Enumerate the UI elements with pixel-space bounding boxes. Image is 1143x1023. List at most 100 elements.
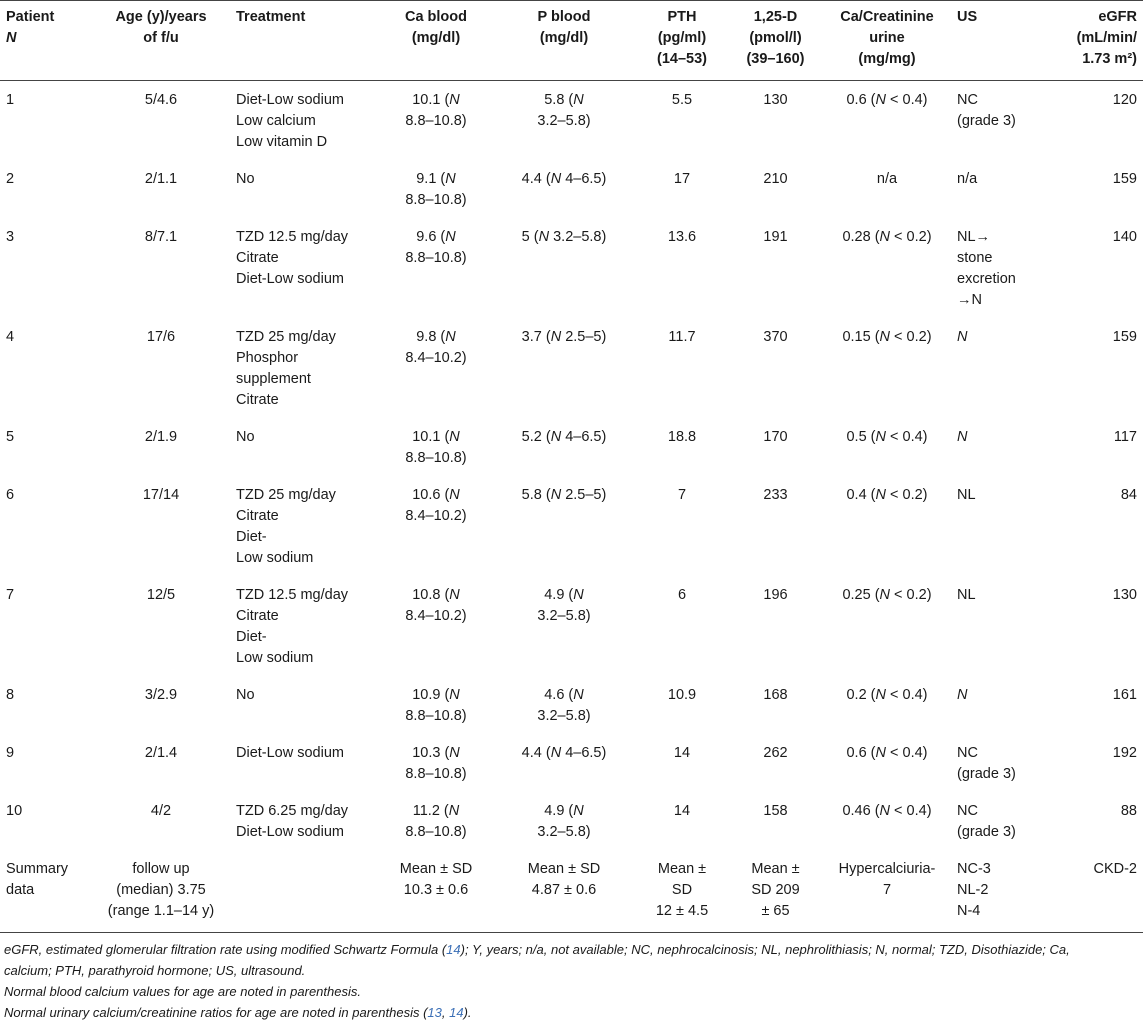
egfr-cell: 192 <box>1039 734 1143 792</box>
ultrasound-cell: N <box>951 418 1039 476</box>
column-header: Ca/Creatinine urine (mg/mg) <box>823 0 951 81</box>
patient-cell-text: 7 <box>6 587 15 603</box>
patient-cell: 10 <box>0 792 92 850</box>
ultrasound-cell: NL→ stone excretion →N <box>951 218 1039 318</box>
egfr-cell-text: 192 <box>1112 745 1137 761</box>
vitamin-d-cell: 233 <box>728 476 823 576</box>
egfr-cell-text: 130 <box>1112 587 1137 603</box>
vitamin-d-cell: 130 <box>728 81 823 161</box>
column-header-label: (pg/ml) <box>657 30 707 46</box>
vitamin-d-cell: 168 <box>728 676 823 734</box>
ca-blood-cell: 9.1 (N 8.8–10.8) <box>380 160 492 218</box>
ultrasound-cell: N <box>951 318 1039 418</box>
footnote-urinary-ratio: Normal urinary calcium/creatinine ratios… <box>0 1002 1143 1023</box>
pth-cell: 5.5 <box>636 81 728 161</box>
p-blood-cell-text: 5.8 (N <box>544 92 584 108</box>
treatment-cell-text: Low sodium <box>236 550 314 566</box>
patient-cell: 2 <box>0 160 92 218</box>
treatment-cell: Diet-Low sodium Low calcium Low vitamin D <box>230 81 380 161</box>
footnote-blood-calcium: Normal blood calcium values for age are … <box>4 984 361 999</box>
age-cell: 2/1.4 <box>92 734 230 792</box>
column-header: P blood (mg/dl) <box>492 0 636 81</box>
p-blood-cell: 5 (N 3.2–5.8) <box>492 218 636 318</box>
egfr-cell: 120 <box>1039 81 1143 161</box>
vitamin-d-cell-text: 158 <box>763 803 788 819</box>
ca-creatinine-cell: Hypercalciuria- 7 <box>823 850 951 933</box>
column-header-label: Treatment <box>236 9 306 25</box>
age-cell-text: follow up <box>132 861 190 877</box>
column-header-label: urine <box>869 30 905 46</box>
treatment-cell: No <box>230 160 380 218</box>
age-cell-text: 17/14 <box>142 487 180 503</box>
summary-row: Summary data follow up (median) 3.75 (range … <box>0 850 1143 933</box>
ultrasound-cell-text: excretion <box>957 271 1016 287</box>
ca-creatinine-cell: 0.5 (N < 0.4) <box>823 418 951 476</box>
treatment-cell: TZD 6.25 mg/day Diet-Low sodium <box>230 792 380 850</box>
column-header-label: eGFR <box>1098 9 1137 25</box>
treatment-cell-text: TZD 25 mg/day <box>236 487 336 503</box>
ca-creatinine-cell-text: 0.6 (N < 0.4) <box>846 92 928 108</box>
patient-cell-text: data <box>6 882 35 898</box>
ca-blood-cell: 11.2 (N 8.8–10.8) <box>380 792 492 850</box>
patient-cell: Summary data <box>0 850 92 933</box>
p-blood-cell-text: 3.2–5.8) <box>537 708 591 724</box>
p-blood-cell: 5.2 (N 4–6.5) <box>492 418 636 476</box>
ca-creatinine-cell: 0.6 (N < 0.4) <box>823 81 951 161</box>
treatment-cell-text: Citrate <box>236 608 279 624</box>
column-header: US <box>951 0 1039 81</box>
age-cell: 3/2.9 <box>92 676 230 734</box>
ultrasound-cell: NL <box>951 576 1039 676</box>
ca-creatinine-cell: n/a <box>823 160 951 218</box>
p-blood-cell: 4.9 (N 3.2–5.8) <box>492 576 636 676</box>
treatment-cell-text: Phosphor <box>236 350 299 366</box>
age-cell: 2/1.1 <box>92 160 230 218</box>
treatment-cell-text: Citrate <box>236 392 279 408</box>
ca-creatinine-cell-text: 7 <box>882 882 892 898</box>
patient-cell-text: 6 <box>6 487 15 503</box>
citation-link[interactable]: 14 <box>449 1005 464 1020</box>
age-cell-text: 2/1.9 <box>144 429 178 445</box>
citation-link[interactable]: 13 <box>427 1005 442 1020</box>
pth-cell: 10.9 <box>636 676 728 734</box>
column-header-label: (pmol/l) <box>749 30 802 46</box>
vitamin-d-cell-text: ± 65 <box>761 903 790 919</box>
ca-blood-cell-text: 8.8–10.8) <box>405 113 467 129</box>
ultrasound-cell-text: NL <box>957 587 976 603</box>
egfr-cell: 140 <box>1039 218 1143 318</box>
citation-link[interactable]: 14 <box>446 942 461 957</box>
ultrasound-cell-text: NL→ <box>957 229 991 245</box>
ultrasound-cell-text: (grade 3) <box>957 766 1016 782</box>
vitamin-d-cell-text: 168 <box>763 687 788 703</box>
patient-cell: 7 <box>0 576 92 676</box>
egfr-cell-text: 159 <box>1112 329 1137 345</box>
vitamin-d-cell-text: 370 <box>763 329 788 345</box>
ultrasound-cell: NC-3 NL-2 N-4 <box>951 850 1039 933</box>
ca-creatinine-cell-text: 0.28 (N < 0.2) <box>842 229 932 245</box>
header-row: Patient N Age (y)/years of f/u Treatment Ca b… <box>0 0 1143 81</box>
ca-blood-cell-text: 8.8–10.8) <box>405 766 467 782</box>
column-header-label: P blood <box>537 9 591 25</box>
pth-cell: 7 <box>636 476 728 576</box>
treatment-cell-text: Low calcium <box>236 113 316 129</box>
vitamin-d-cell: 196 <box>728 576 823 676</box>
ca-creatinine-cell: 0.46 (N < 0.4) <box>823 792 951 850</box>
pth-cell: 14 <box>636 734 728 792</box>
ca-creatinine-cell: 0.25 (N < 0.2) <box>823 576 951 676</box>
egfr-cell: 159 <box>1039 318 1143 418</box>
table-footnotes: eGFR, estimated glomerular filtration ra… <box>0 933 1143 1023</box>
vitamin-d-cell-text: 210 <box>763 171 788 187</box>
ca-creatinine-cell-text: 0.46 (N < 0.4) <box>842 803 932 819</box>
patient-cell-text: 4 <box>6 329 15 345</box>
ca-blood-cell-text: 8.4–10.2) <box>405 508 467 524</box>
ca-creatinine-cell: 0.28 (N < 0.2) <box>823 218 951 318</box>
ca-blood-cell-text: 9.6 (N <box>416 229 456 245</box>
column-header-label: (14–53) <box>657 51 707 67</box>
ca-blood-cell: 10.3 (N 8.8–10.8) <box>380 734 492 792</box>
ca-blood-cell-text: 11.2 (N <box>412 803 460 819</box>
p-blood-cell-text: 3.2–5.8) <box>537 824 591 840</box>
p-blood-cell-text: 4.6 (N <box>544 687 584 703</box>
ca-creatinine-cell-text: 0.4 (N < 0.2) <box>846 487 928 503</box>
ca-blood-cell: Mean ± SD 10.3 ± 0.6 <box>380 850 492 933</box>
column-header-label: (39–160) <box>746 51 805 67</box>
column-header-label: of f/u <box>143 30 179 46</box>
